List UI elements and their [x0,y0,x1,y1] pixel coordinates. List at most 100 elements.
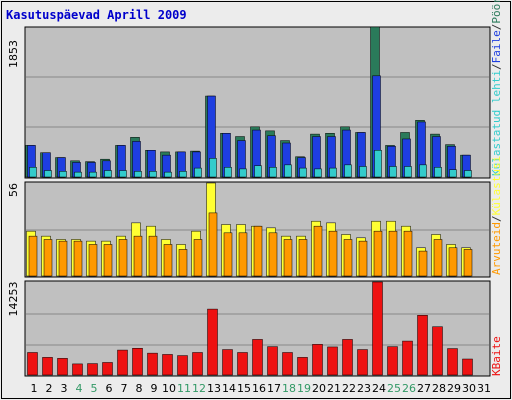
bar-sites-day-12 [193,239,203,277]
day-label-23: 23 [357,382,371,395]
bar-sites-day-9 [148,235,158,277]
bar-kbytes-day-29 [447,348,458,376]
day-label-3: 3 [61,382,68,395]
legend-middle: Arvuteid/Külastusi [490,156,503,275]
bar-sites-day-4 [73,240,83,277]
bar-sites-day-6 [103,244,113,277]
bar-sites-day-25 [388,230,398,277]
bar-pages-day-5 [89,171,97,178]
day-label-5: 5 [91,382,98,395]
bar-pages-day-29 [449,169,457,178]
day-label-17: 17 [267,382,281,395]
bar-kbytes-day-24 [372,281,383,376]
bar-pages-day-20 [314,168,322,178]
day-label-26: 26 [402,382,416,395]
bar-kbytes-day-25 [387,346,398,376]
bar-sites-day-16 [253,225,263,277]
bar-pages-day-14 [224,167,232,178]
bar-pages-day-15 [239,168,247,178]
bar-kbytes-day-21 [327,346,338,376]
day-label-19: 19 [297,382,311,395]
bar-pages-day-12 [194,167,202,178]
bar-sites-day-10 [163,244,173,277]
bar-kbytes-day-19 [297,357,308,376]
bar-sites-day-20 [313,225,323,277]
bar-kbytes-day-11 [177,355,188,376]
day-label-1: 1 [31,382,38,395]
day-label-25: 25 [387,382,401,395]
bar-pages-day-18 [284,164,292,178]
day-label-9: 9 [151,382,158,395]
bar-kbytes-day-20 [312,344,323,376]
bar-kbytes-day-1 [27,352,38,376]
bar-kbytes-day-30 [462,358,473,376]
legend-pages: Külastatud lehti [490,70,503,176]
bar-sites-day-29 [448,247,458,277]
bar-pages-day-4 [74,171,82,178]
bar-pages-day-28 [434,167,442,178]
day-label-29: 29 [447,382,461,395]
bar-pages-day-19 [299,167,307,178]
bar-pages-day-26 [404,166,412,178]
bar-sites-day-19 [298,239,308,277]
bar-pages-day-25 [389,166,397,178]
bar-pages-day-10 [164,171,172,178]
bar-pages-day-2 [44,170,52,178]
bar-pages-day-1 [29,167,37,178]
bar-pages-day-3 [59,171,67,178]
day-label-27: 27 [417,382,431,395]
bar-kbytes-day-13 [207,308,218,376]
chart-bars [25,26,473,376]
bar-sites-day-28 [433,239,443,277]
day-label-7: 7 [121,382,128,395]
bar-kbytes-day-27 [417,315,428,376]
day-label-30: 30 [462,382,476,395]
day-label-14: 14 [222,382,236,395]
bar-pages-day-11 [179,171,187,178]
day-label-18: 18 [282,382,296,395]
bar-sites-day-26 [403,230,413,277]
bar-kbytes-day-2 [42,357,53,376]
day-label-21: 21 [327,382,341,395]
bar-sites-day-23 [358,240,368,277]
bar-kbytes-day-16 [252,339,263,376]
bar-sites-day-7 [118,239,128,277]
day-label-13: 13 [207,382,221,395]
bar-pages-day-7 [119,170,127,178]
day-label-20: 20 [312,382,326,395]
day-label-11: 11 [177,382,191,395]
bar-kbytes-day-18 [282,352,293,376]
bar-kbytes-day-8 [132,347,143,376]
bar-pages-day-22 [344,164,352,178]
bar-pages-day-17 [269,167,277,178]
bar-kbytes-day-22 [342,339,353,376]
day-label-15: 15 [237,382,251,395]
bar-kbytes-day-10 [162,354,173,376]
bar-sites-day-15 [238,232,248,277]
day-label-24: 24 [372,382,386,395]
day-label-22: 22 [342,382,356,395]
day-label-31: 31 [477,382,491,395]
bar-kbytes-day-15 [237,352,248,376]
bar-sites-day-3 [58,240,68,277]
day-label-6: 6 [106,382,113,395]
bar-pages-day-24 [374,150,382,178]
bar-pages-day-8 [134,171,142,178]
bar-pages-day-30 [464,170,472,178]
day-label-2: 2 [46,382,53,395]
day-label-16: 16 [252,382,266,395]
bar-sites-day-8 [133,235,143,277]
bar-kbytes-day-5 [87,363,98,376]
bar-sites-day-24 [373,230,383,277]
day-label-10: 10 [162,382,176,395]
bar-kbytes-day-4 [72,363,83,376]
bar-kbytes-day-17 [267,346,278,376]
day-label-28: 28 [432,382,446,395]
bar-kbytes-day-9 [147,352,158,376]
day-label-8: 8 [136,382,143,395]
bar-kbytes-day-3 [57,358,68,376]
bar-sites-day-1 [28,235,38,277]
legend-files: Faile [490,30,503,63]
